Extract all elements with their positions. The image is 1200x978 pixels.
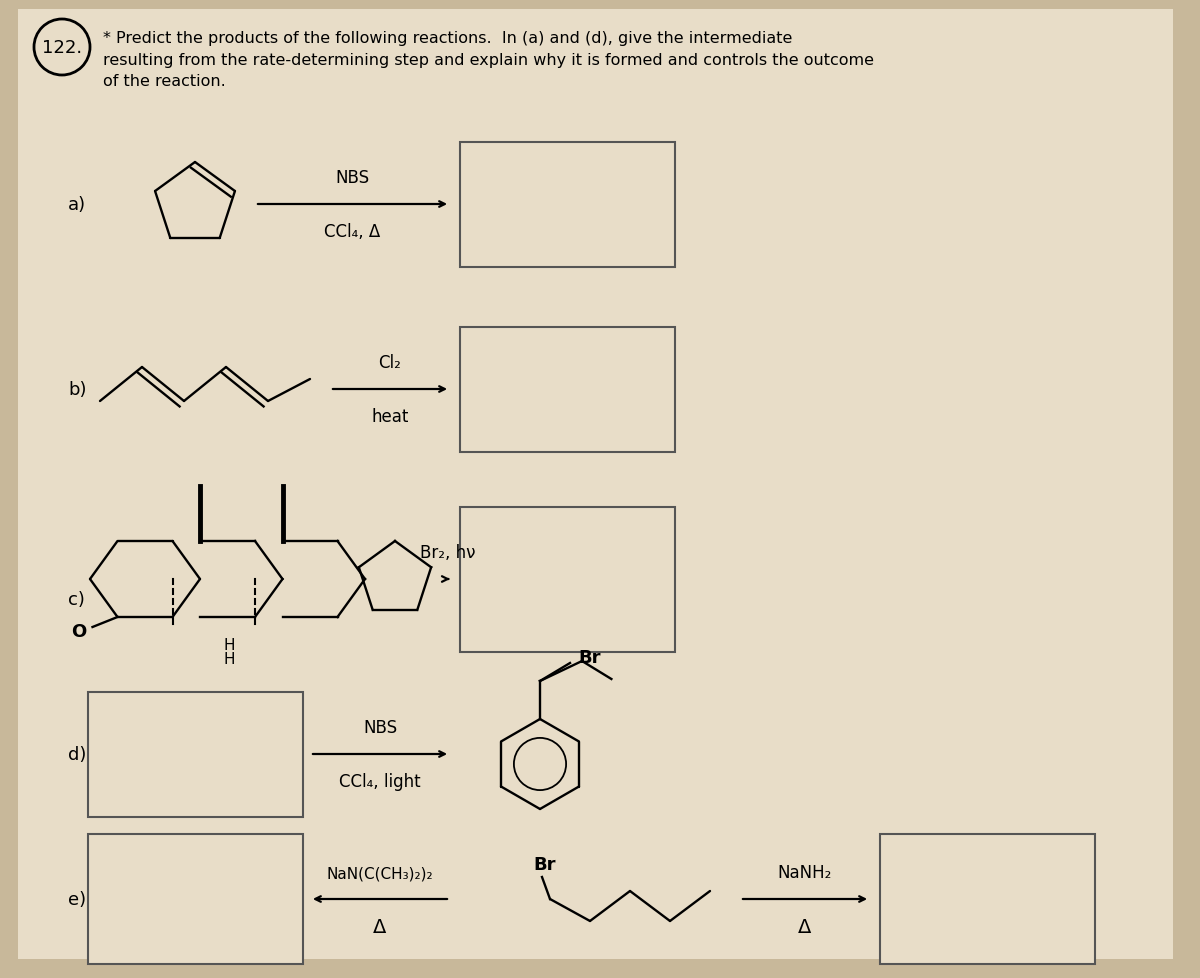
Text: H: H (223, 638, 235, 652)
Text: CCl₄, light: CCl₄, light (340, 773, 421, 790)
Text: Br: Br (534, 855, 557, 873)
Text: d): d) (68, 745, 86, 763)
Text: H: H (223, 651, 235, 666)
Text: NaN(C(CH₃)₂)₂: NaN(C(CH₃)₂)₂ (326, 867, 433, 881)
Bar (88, 691, 302, 817)
Text: NBS: NBS (336, 169, 370, 187)
Text: NaNH₂: NaNH₂ (778, 864, 832, 881)
Text: heat: heat (371, 408, 409, 425)
Text: * Predict the products of the following reactions.  In (a) and (d), give the int: * Predict the products of the following … (103, 30, 792, 45)
Text: 122.: 122. (42, 39, 82, 57)
Text: Δ: Δ (798, 917, 811, 936)
Bar (460, 143, 674, 267)
Text: Cl₂: Cl₂ (378, 354, 402, 372)
Bar (880, 834, 1096, 964)
Text: c): c) (68, 591, 85, 608)
Bar (88, 834, 302, 964)
Bar (460, 328, 674, 452)
Bar (460, 507, 674, 651)
Text: CCl₄, Δ: CCl₄, Δ (324, 223, 380, 241)
Text: Br: Br (578, 648, 600, 666)
Text: a): a) (68, 196, 86, 214)
Text: NBS: NBS (362, 718, 397, 736)
Text: Br₂, hν: Br₂, hν (420, 544, 475, 561)
Text: resulting from the rate-determining step and explain why it is formed and contro: resulting from the rate-determining step… (103, 53, 874, 67)
Text: of the reaction.: of the reaction. (103, 74, 226, 89)
Text: O: O (71, 622, 86, 641)
Text: e): e) (68, 890, 86, 908)
Text: b): b) (68, 380, 86, 399)
Text: Δ: Δ (373, 917, 386, 936)
